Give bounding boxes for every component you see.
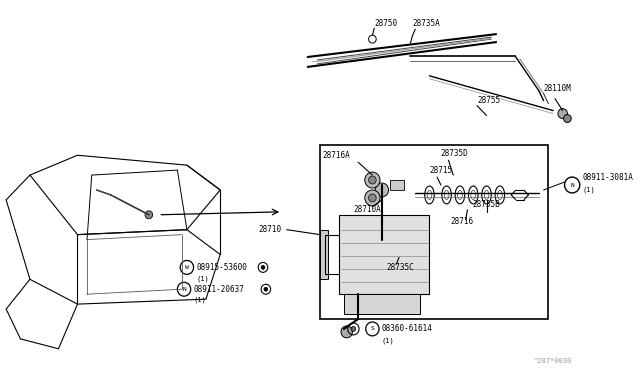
Text: N: N xyxy=(182,287,186,292)
Text: 08915-53600: 08915-53600 xyxy=(196,263,247,272)
Circle shape xyxy=(365,172,380,188)
Bar xyxy=(344,294,420,314)
Text: W: W xyxy=(185,265,189,270)
Circle shape xyxy=(558,109,568,119)
Circle shape xyxy=(341,326,353,338)
Bar xyxy=(320,230,328,279)
Text: 28735C: 28735C xyxy=(387,263,415,272)
Bar xyxy=(339,215,429,294)
Circle shape xyxy=(264,287,268,291)
Circle shape xyxy=(375,183,388,197)
Text: S: S xyxy=(371,326,374,331)
Text: (1): (1) xyxy=(196,275,209,282)
Text: (1): (1) xyxy=(582,187,595,193)
Text: 28735A: 28735A xyxy=(412,19,440,28)
Text: 28750: 28750 xyxy=(374,19,397,28)
Circle shape xyxy=(369,194,376,202)
Text: ^287*0030: ^287*0030 xyxy=(534,358,572,364)
Text: 28735B: 28735B xyxy=(472,201,500,209)
Circle shape xyxy=(365,190,380,206)
Bar xyxy=(320,145,548,319)
Text: 28735D: 28735D xyxy=(441,149,468,158)
Text: 08911-20637: 08911-20637 xyxy=(193,285,244,294)
Circle shape xyxy=(351,327,356,331)
Text: 28716: 28716 xyxy=(451,217,474,226)
Circle shape xyxy=(369,176,376,184)
Text: 28710A: 28710A xyxy=(353,205,381,214)
Text: (1): (1) xyxy=(193,297,206,304)
Circle shape xyxy=(564,115,572,122)
Text: 28710: 28710 xyxy=(259,225,282,234)
Text: N: N xyxy=(570,183,574,187)
Text: 28110M: 28110M xyxy=(543,84,572,93)
Text: 28716A: 28716A xyxy=(323,151,351,160)
Text: (1): (1) xyxy=(382,337,395,344)
Text: 08911-3081A: 08911-3081A xyxy=(582,173,634,182)
Text: 28755: 28755 xyxy=(477,96,500,105)
Circle shape xyxy=(261,265,265,269)
Text: 08360-61614: 08360-61614 xyxy=(382,324,433,333)
Text: 28715: 28715 xyxy=(429,166,452,174)
Circle shape xyxy=(145,211,153,219)
Bar xyxy=(390,180,404,190)
